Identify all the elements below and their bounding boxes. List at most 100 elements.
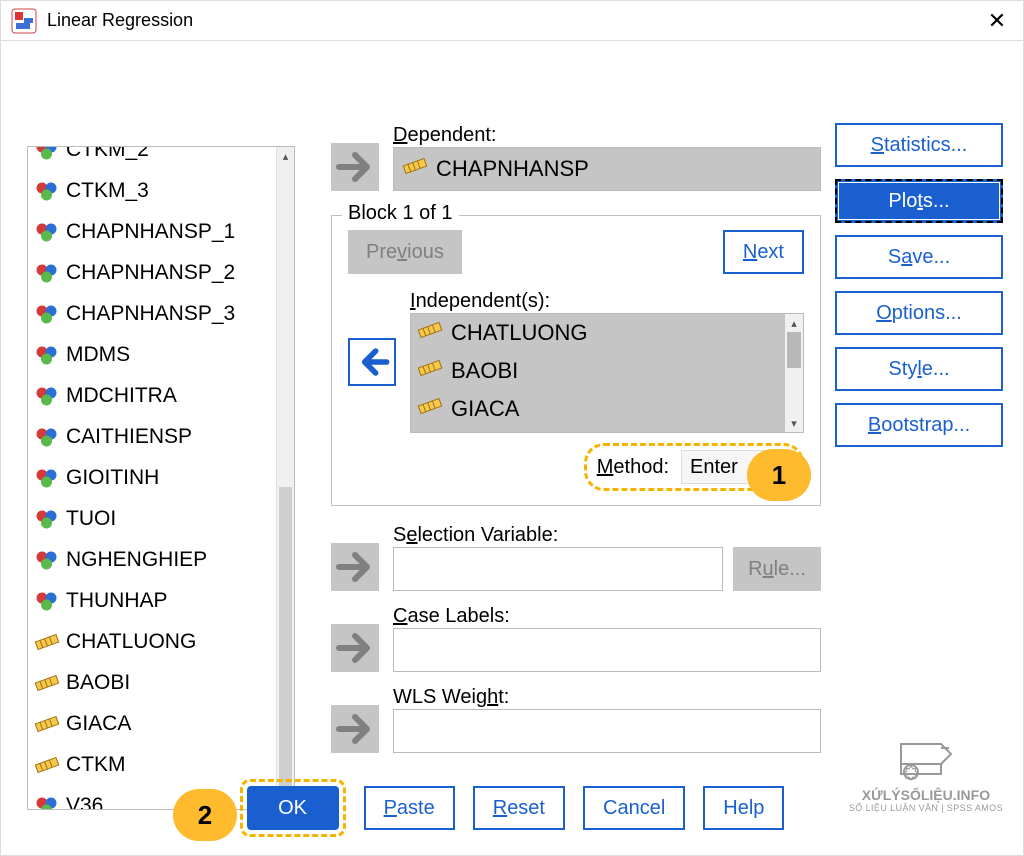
block-fieldset: Block 1 of 1 Previous Next Indep xyxy=(331,215,821,506)
varlist-item[interactable]: CHAPNHANSP_2 xyxy=(28,252,276,293)
varlist-item-label: TUOI xyxy=(66,507,116,531)
nominal-icon xyxy=(34,426,66,448)
paste-button[interactable]: Paste xyxy=(364,786,455,830)
move-to-selection-button[interactable] xyxy=(331,543,379,591)
method-row: Method: Enter xyxy=(348,443,804,491)
indep-scroll-down[interactable]: ▾ xyxy=(785,414,803,432)
varlist-item-label: GIOITINH xyxy=(66,466,159,490)
varlist-item[interactable]: CHAPNHANSP_3 xyxy=(28,293,276,334)
varlist-item-label: CAITHIENSP xyxy=(66,425,192,449)
wls-field[interactable] xyxy=(393,709,821,753)
varlist-item[interactable]: CTKM_2 xyxy=(28,146,276,170)
varlist-item[interactable]: GIOITINH xyxy=(28,457,276,498)
varlist-item-label: CTKM xyxy=(66,753,126,777)
independent-label: Independent(s): xyxy=(410,290,804,313)
varlist-item[interactable]: NGHENGHIEP xyxy=(28,539,276,580)
nominal-icon xyxy=(34,549,66,571)
close-button[interactable]: ✕ xyxy=(979,8,1015,34)
varlist-item[interactable]: CHAPNHANSP_1 xyxy=(28,211,276,252)
window-title: Linear Regression xyxy=(47,10,193,31)
independent-item[interactable]: BAOBI xyxy=(411,352,785,390)
scroll-thumb[interactable] xyxy=(279,487,292,787)
scale-icon xyxy=(417,319,443,347)
varlist-item-label: NGHENGHIEP xyxy=(66,548,207,572)
nominal-icon xyxy=(34,467,66,489)
selection-field[interactable] xyxy=(393,547,723,591)
indep-scroll-up[interactable]: ▴ xyxy=(785,314,803,332)
ok-button[interactable]: OK xyxy=(247,786,339,830)
help-button[interactable]: Help xyxy=(703,786,784,830)
center-panel: Dependent: CHAPNHANSP Block 1 of 1 Previ… xyxy=(331,119,821,753)
move-to-wls-button[interactable] xyxy=(331,705,379,753)
varlist-item[interactable]: MDMS xyxy=(28,334,276,375)
nominal-icon xyxy=(34,180,66,202)
independent-item[interactable]: GIACA xyxy=(411,390,785,428)
varlist-item-label: GIACA xyxy=(66,712,131,736)
linear-regression-dialog: Linear Regression ✕ CTKM_2 CTKM_3 CHAPNHAN… xyxy=(0,0,1024,856)
scroll-up-button[interactable]: ▴ xyxy=(277,147,294,165)
caselabels-field[interactable] xyxy=(393,628,821,672)
nominal-icon xyxy=(34,385,66,407)
app-icon xyxy=(11,8,37,34)
scale-icon xyxy=(402,155,428,183)
varlist-item[interactable]: TUOI xyxy=(28,498,276,539)
selection-label: Selection Variable: xyxy=(393,524,821,547)
options-button[interactable]: Options... xyxy=(835,291,1003,335)
independent-item[interactable]: CHATLUONG xyxy=(411,314,785,352)
varlist-item-label: CTKM_2 xyxy=(66,146,149,162)
nominal-icon xyxy=(34,508,66,530)
style-button[interactable]: Style... xyxy=(835,347,1003,391)
nominal-icon xyxy=(34,590,66,612)
varlist-item[interactable]: CHATLUONG xyxy=(28,621,276,662)
scale-icon xyxy=(34,672,66,694)
variable-listbox[interactable]: CTKM_2 CTKM_3 CHAPNHANSP_1 CHAPNHANSP_2 CHAP… xyxy=(27,146,295,810)
independent-item-label: CHATLUONG xyxy=(451,320,588,346)
move-to-caselabels-button[interactable] xyxy=(331,624,379,672)
callout-1: 1 xyxy=(747,449,811,501)
next-button[interactable]: Next xyxy=(723,230,804,274)
dependent-value: CHAPNHANSP xyxy=(436,156,589,182)
varlist-item[interactable]: CAITHIENSP xyxy=(28,416,276,457)
varlist-item-label: CHAPNHANSP_1 xyxy=(66,220,235,244)
varlist-item-label: CHAPNHANSP_2 xyxy=(66,261,235,285)
dependent-field[interactable]: CHAPNHANSP xyxy=(393,147,821,191)
varlist-item-label: CHAPNHANSP_3 xyxy=(66,302,235,326)
statistics-button[interactable]: Statistics... xyxy=(835,123,1003,167)
cancel-button[interactable]: Cancel xyxy=(583,786,685,830)
title-bar: Linear Regression ✕ xyxy=(1,1,1023,41)
rule-button: Rule... xyxy=(733,547,821,591)
move-to-independent-button[interactable] xyxy=(348,338,396,386)
caselabels-label: Case Labels: xyxy=(393,605,821,628)
plots-button[interactable]: Plots... xyxy=(835,179,1003,223)
varlist-item-label: MDCHITRA xyxy=(66,384,177,408)
nominal-icon xyxy=(34,221,66,243)
independent-listbox[interactable]: CHATLUONG BAOBI GIACA ▴ ▾ xyxy=(410,313,804,433)
independent-item-label: BAOBI xyxy=(451,358,518,384)
scale-icon xyxy=(417,357,443,385)
independent-item-label: GIACA xyxy=(451,396,519,422)
previous-button: Previous xyxy=(348,230,462,274)
scale-icon xyxy=(34,631,66,653)
method-label: Method: xyxy=(597,456,669,479)
nominal-icon xyxy=(34,262,66,284)
bootstrap-button[interactable]: Bootstrap... xyxy=(835,403,1003,447)
indep-scroll-thumb[interactable] xyxy=(787,332,801,368)
reset-button[interactable]: Reset xyxy=(473,786,565,830)
varlist-item-label: BAOBI xyxy=(66,671,130,695)
scale-icon xyxy=(417,395,443,423)
varlist-item[interactable]: BAOBI xyxy=(28,662,276,703)
varlist-item[interactable]: GIACA xyxy=(28,703,276,744)
move-to-dependent-button[interactable] xyxy=(331,143,379,191)
varlist-item[interactable]: MDCHITRA xyxy=(28,375,276,416)
indep-scrollbar[interactable]: ▴ ▾ xyxy=(785,314,803,432)
varlist-item[interactable]: THUNHAP xyxy=(28,580,276,621)
varlist-item-label: THUNHAP xyxy=(66,589,168,613)
dependent-label: Dependent: xyxy=(393,124,821,147)
save-button[interactable]: Save... xyxy=(835,235,1003,279)
varlist-scrollbar[interactable]: ▴ ▾ xyxy=(276,147,294,809)
varlist-item-label: MDMS xyxy=(66,343,130,367)
nominal-icon xyxy=(34,303,66,325)
options-panel: Statistics... Plots... Save... Options..… xyxy=(835,123,1003,447)
scale-icon xyxy=(34,713,66,735)
varlist-item[interactable]: CTKM_3 xyxy=(28,170,276,211)
